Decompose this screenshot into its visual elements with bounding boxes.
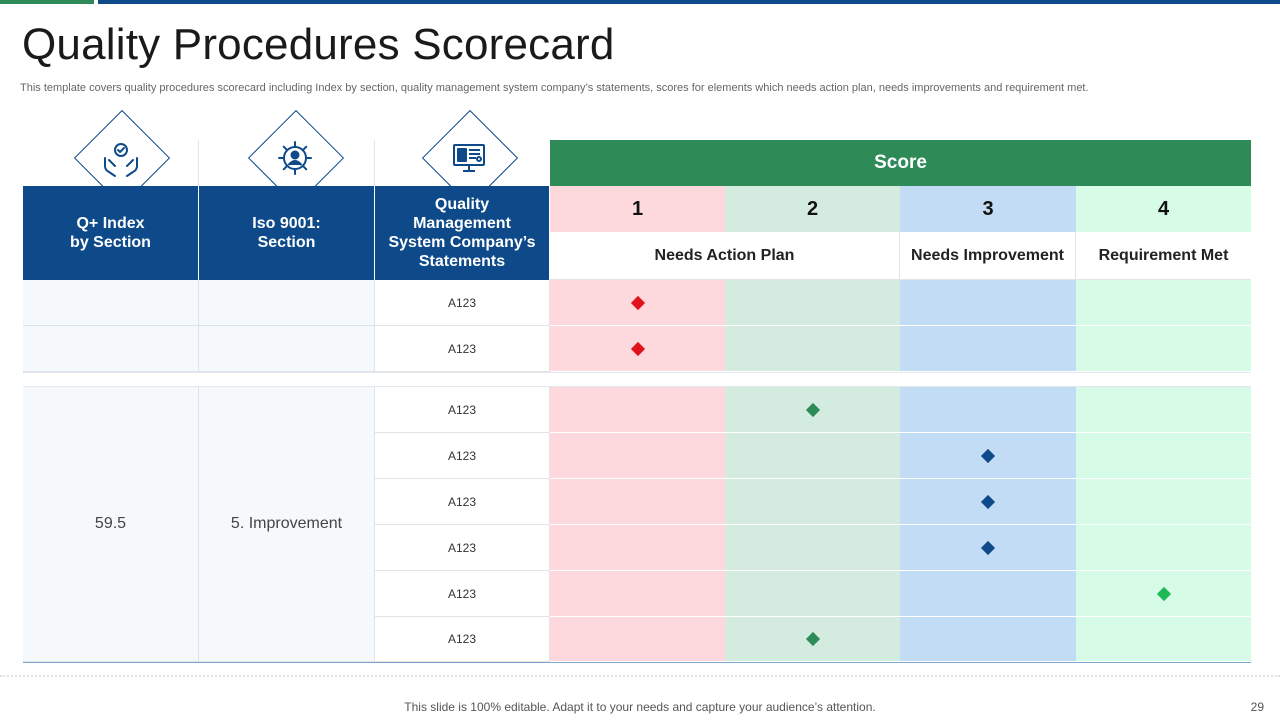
- statement-cell: A123: [375, 571, 550, 617]
- score-cell-2: [725, 387, 900, 433]
- score-marker: [630, 295, 644, 309]
- score-cell-1: [550, 525, 725, 571]
- score-cell-2: [725, 280, 900, 326]
- icon-divider: [374, 140, 375, 186]
- section-cell: [199, 280, 375, 326]
- group-separator: [23, 372, 1251, 373]
- statement-cell: A123: [375, 479, 550, 525]
- score-marker: [1156, 586, 1170, 600]
- score-cell-4: [1076, 433, 1251, 479]
- score-cell-4: [1076, 280, 1251, 326]
- score-marker: [981, 540, 995, 554]
- score-cell-2: [725, 617, 900, 662]
- header-score: Score: [550, 140, 1251, 186]
- score-level-2: 2: [725, 186, 900, 232]
- score-cell-4: [1076, 525, 1251, 571]
- hands-gear-check-icon: [73, 128, 169, 188]
- score-marker: [805, 632, 819, 646]
- score-cell-4: [1076, 479, 1251, 525]
- statement-cell: A123: [375, 387, 550, 433]
- accent-bar-blue: [98, 0, 1280, 4]
- statement-cell: A123: [375, 525, 550, 571]
- score-cell-3: [900, 617, 1076, 662]
- section-cell: 5. Improvement: [199, 387, 375, 662]
- score-cell-1: [550, 280, 725, 326]
- score-cell-1: [550, 571, 725, 617]
- table-bottom-border: [23, 662, 1251, 663]
- score-marker: [805, 402, 819, 416]
- footer-divider: [0, 675, 1280, 677]
- score-marker: [981, 494, 995, 508]
- score-level-1: 1: [550, 186, 725, 232]
- score-cell-2: [725, 525, 900, 571]
- score-cell-3: [900, 525, 1076, 571]
- score-level-3: 3: [900, 186, 1076, 232]
- statement-cell: A123: [375, 326, 550, 372]
- score-cell-4: [1076, 387, 1251, 433]
- score-cell-3: [900, 571, 1076, 617]
- score-cell-1: [550, 326, 725, 372]
- score-cell-3: [900, 280, 1076, 326]
- index-cell: 59.5: [23, 387, 199, 662]
- score-cell-4: [1076, 326, 1251, 372]
- score-cell-1: [550, 617, 725, 662]
- page-number: 29: [1251, 700, 1264, 714]
- label-needs-action-plan: Needs Action Plan: [550, 232, 900, 280]
- score-cell-3: [900, 387, 1076, 433]
- score-cell-4: [1076, 571, 1251, 617]
- score-cell-2: [725, 326, 900, 372]
- score-cell-2: [725, 571, 900, 617]
- score-cell-2: [725, 433, 900, 479]
- score-marker: [981, 448, 995, 462]
- index-cell: [23, 280, 199, 326]
- accent-bar-green: [0, 0, 94, 4]
- footer-note: This slide is 100% editable. Adapt it to…: [0, 700, 1280, 714]
- score-cell-2: [725, 479, 900, 525]
- icon-divider: [198, 140, 199, 186]
- score-cell-3: [900, 433, 1076, 479]
- score-cell-1: [550, 387, 725, 433]
- statement-cell: A123: [375, 280, 550, 326]
- score-cell-3: [900, 326, 1076, 372]
- page-title: Quality Procedures Scorecard: [22, 20, 615, 70]
- index-cell: [23, 326, 199, 372]
- label-needs-improvement: Needs Improvement: [900, 232, 1076, 280]
- header-statements: Quality Management System Company’s Stat…: [375, 186, 550, 280]
- header-index-by-section: Q+ Index by Section: [23, 186, 199, 280]
- statement-cell: A123: [375, 617, 550, 662]
- statement-cell: A123: [375, 433, 550, 479]
- section-cell: [199, 326, 375, 372]
- score-cell-1: [550, 433, 725, 479]
- score-marker: [630, 341, 644, 355]
- page-subtitle: This template covers quality procedures …: [20, 82, 1089, 94]
- gear-person-icon: [247, 128, 343, 188]
- score-cell-1: [550, 479, 725, 525]
- header-iso-section: Iso 9001: Section: [199, 186, 375, 280]
- score-cell-4: [1076, 617, 1251, 662]
- score-level-4: 4: [1076, 186, 1251, 232]
- score-cell-3: [900, 479, 1076, 525]
- label-requirement-met: Requirement Met: [1076, 232, 1251, 280]
- monitor-dashboard-icon: [421, 128, 517, 188]
